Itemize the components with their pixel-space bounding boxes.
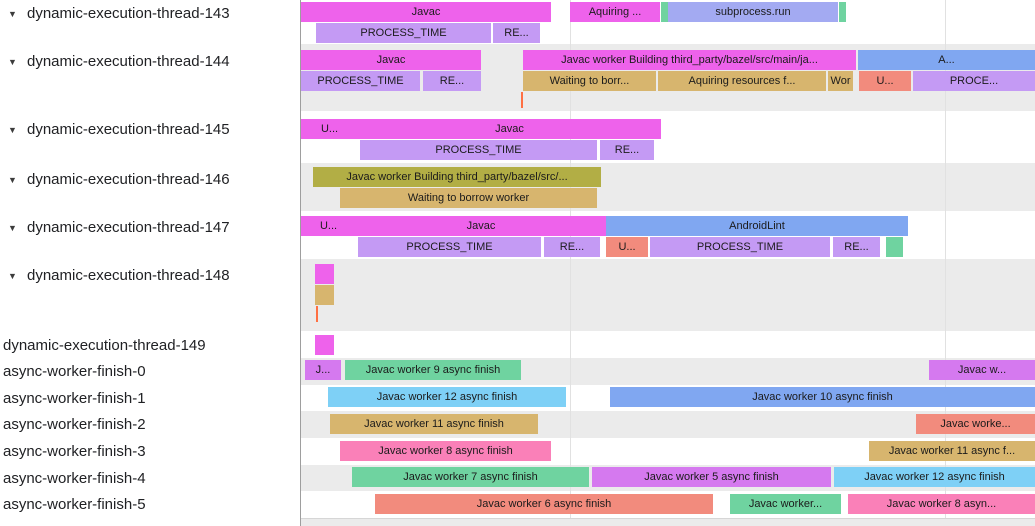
- track-header: ▼ dynamic-execution-thread-146: [0, 171, 300, 189]
- timeline-chart[interactable]: Javac Aquiring ... subprocess.run PROCESS_T…: [301, 0, 1035, 526]
- trace-event-bar[interactable]: subprocess.run: [668, 2, 838, 22]
- trace-event-bar[interactable]: Javac worker 8 asyn...: [848, 494, 1035, 514]
- track-name-label[interactable]: dynamic-execution-thread-146: [27, 171, 230, 188]
- collapse-arrow-icon[interactable]: ▼: [8, 125, 17, 135]
- trace-event-bar[interactable]: Waiting to borrow worker: [340, 188, 597, 208]
- trace-event-bar[interactable]: Javac: [358, 119, 661, 139]
- trace-event-bar[interactable]: Aquiring resources f...: [658, 71, 826, 91]
- track-name-label[interactable]: async-worker-finish-0: [3, 363, 146, 380]
- collapse-arrow-icon[interactable]: ▼: [8, 223, 17, 233]
- trace-event-bar[interactable]: PROCESS_TIME: [316, 23, 491, 43]
- trace-event-bar[interactable]: PROCESS_TIME: [358, 237, 541, 257]
- track-header: async-worker-finish-3: [0, 443, 300, 461]
- trace-event-bar[interactable]: RE...: [493, 23, 540, 43]
- collapse-arrow-icon[interactable]: ▼: [8, 271, 17, 281]
- track-header: async-worker-finish-5: [0, 496, 300, 514]
- trace-event-bar[interactable]: [661, 2, 668, 22]
- track-band: [301, 259, 1035, 331]
- trace-event-bar[interactable]: Javac worker Building third_party/bazel/…: [523, 50, 856, 70]
- track-header: async-worker-finish-2: [0, 416, 300, 434]
- track-name-label[interactable]: dynamic-execution-thread-143: [27, 5, 230, 22]
- collapse-arrow-icon[interactable]: ▼: [8, 9, 17, 19]
- track-band: [301, 518, 1035, 526]
- track-name-label[interactable]: dynamic-execution-thread-147: [27, 219, 230, 236]
- trace-event-bar[interactable]: Aquiring ...: [570, 2, 660, 22]
- trace-event-bar[interactable]: AndroidLint: [606, 216, 908, 236]
- track-header: async-worker-finish-0: [0, 363, 300, 381]
- instant-event-marker[interactable]: [316, 306, 318, 322]
- track-name-label[interactable]: dynamic-execution-thread-149: [3, 337, 206, 354]
- trace-event-bar[interactable]: Javac: [356, 216, 606, 236]
- track-name-label[interactable]: dynamic-execution-thread-144: [27, 53, 230, 70]
- track-name-label[interactable]: async-worker-finish-3: [3, 443, 146, 460]
- trace-event-bar[interactable]: Javac worker 8 async finish: [340, 441, 551, 461]
- trace-event-bar[interactable]: Javac worker 6 async finish: [375, 494, 713, 514]
- collapse-arrow-icon[interactable]: ▼: [8, 175, 17, 185]
- trace-event-bar[interactable]: Javac: [301, 50, 481, 70]
- trace-event-bar[interactable]: RE...: [423, 71, 481, 91]
- collapse-arrow-icon[interactable]: ▼: [8, 57, 17, 67]
- trace-event-bar[interactable]: Javac worke...: [916, 414, 1035, 434]
- trace-event-bar[interactable]: Javac worker 5 async finish: [592, 467, 831, 487]
- gridline: [570, 0, 571, 518]
- trace-event-bar[interactable]: U...: [606, 237, 648, 257]
- trace-event-bar[interactable]: Javac worker 7 async finish: [352, 467, 589, 487]
- trace-event-bar[interactable]: PROCE...: [913, 71, 1035, 91]
- track-header: ▼ dynamic-execution-thread-143: [0, 5, 300, 23]
- trace-event-bar[interactable]: PROCESS_TIME: [650, 237, 830, 257]
- trace-event-bar[interactable]: [886, 237, 903, 257]
- trace-event-bar[interactable]: Javac worker 12 async finish: [834, 467, 1035, 487]
- track-header: async-worker-finish-1: [0, 390, 300, 408]
- trace-event-bar[interactable]: U...: [301, 119, 358, 139]
- trace-event-bar[interactable]: Javac worker...: [730, 494, 841, 514]
- trace-event-bar[interactable]: RE...: [544, 237, 600, 257]
- trace-event-bar[interactable]: RE...: [600, 140, 654, 160]
- trace-event-bar[interactable]: U...: [301, 216, 356, 236]
- trace-event-bar[interactable]: [315, 264, 334, 284]
- trace-event-bar[interactable]: RE...: [833, 237, 880, 257]
- track-name-label[interactable]: dynamic-execution-thread-148: [27, 267, 230, 284]
- trace-event-bar[interactable]: U...: [859, 71, 911, 91]
- trace-event-bar[interactable]: [315, 285, 334, 305]
- track-header: ▼ dynamic-execution-thread-148: [0, 267, 300, 285]
- track-header: ▼ dynamic-execution-thread-144: [0, 53, 300, 71]
- track-band: [301, 331, 1035, 358]
- trace-event-bar[interactable]: Javac worker 12 async finish: [328, 387, 566, 407]
- track-name-label[interactable]: async-worker-finish-5: [3, 496, 146, 513]
- track-name-label[interactable]: async-worker-finish-4: [3, 470, 146, 487]
- trace-event-bar[interactable]: [315, 335, 334, 355]
- trace-event-bar[interactable]: A...: [858, 50, 1035, 70]
- trace-event-bar[interactable]: Wor: [828, 71, 853, 91]
- trace-event-bar[interactable]: Javac worker 11 async f...: [869, 441, 1035, 461]
- trace-event-bar[interactable]: Javac worker 9 async finish: [345, 360, 521, 380]
- gridline: [945, 0, 946, 518]
- track-header: ▼ dynamic-execution-thread-147: [0, 219, 300, 237]
- trace-event-bar[interactable]: Javac: [301, 2, 551, 22]
- trace-event-bar[interactable]: PROCESS_TIME: [360, 140, 597, 160]
- trace-event-bar[interactable]: Javac worker 10 async finish: [610, 387, 1035, 407]
- track-header: async-worker-finish-4: [0, 470, 300, 488]
- track-labels-panel: ▼ dynamic-execution-thread-143 ▼ dynamic-ex…: [0, 0, 301, 526]
- track-name-label[interactable]: async-worker-finish-1: [3, 390, 146, 407]
- trace-event-bar[interactable]: PROCESS_TIME: [301, 71, 420, 91]
- instant-event-marker[interactable]: [521, 92, 523, 108]
- trace-event-bar[interactable]: Javac worker 11 async finish: [330, 414, 538, 434]
- trace-event-bar[interactable]: Waiting to borr...: [523, 71, 656, 91]
- trace-event-bar[interactable]: Javac worker Building third_party/bazel/…: [313, 167, 601, 187]
- track-header: dynamic-execution-thread-149: [0, 337, 300, 355]
- trace-event-bar[interactable]: J...: [305, 360, 341, 380]
- trace-event-bar[interactable]: [839, 2, 846, 22]
- track-header: ▼ dynamic-execution-thread-145: [0, 121, 300, 139]
- trace-event-bar[interactable]: Javac w...: [929, 360, 1035, 380]
- track-name-label[interactable]: async-worker-finish-2: [3, 416, 146, 433]
- track-name-label[interactable]: dynamic-execution-thread-145: [27, 121, 230, 138]
